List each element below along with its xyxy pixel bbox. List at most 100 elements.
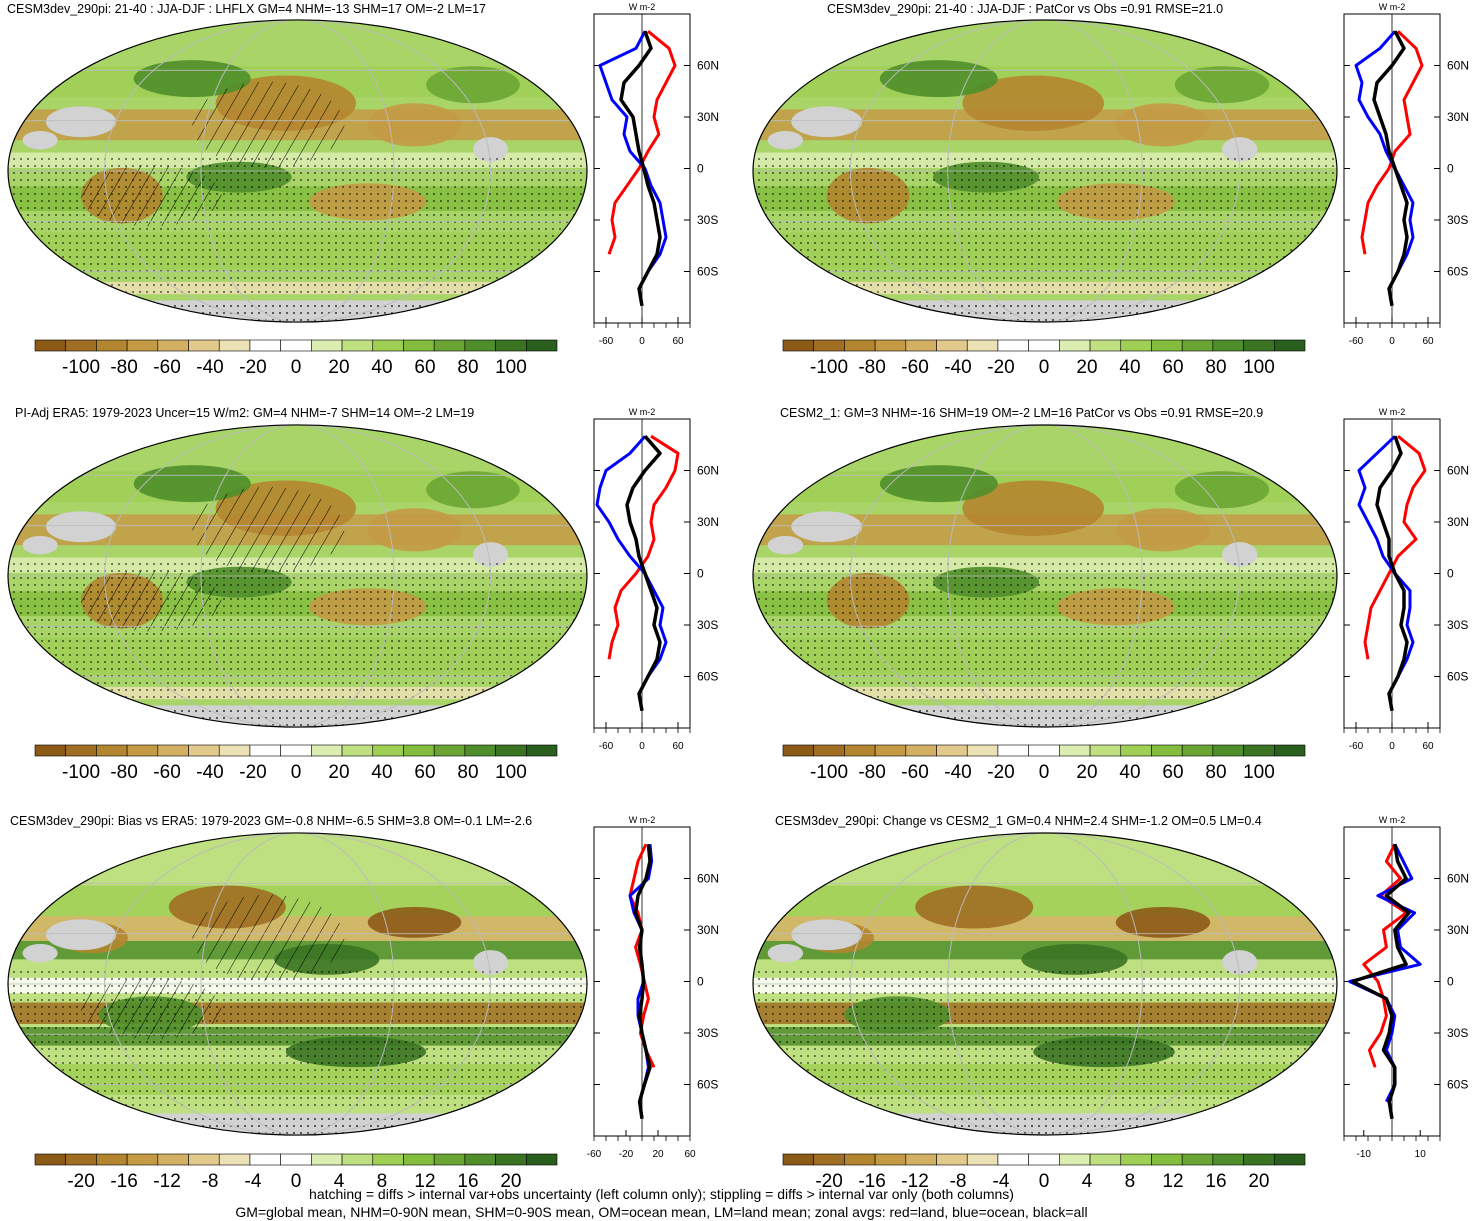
hatching-overlay xyxy=(81,977,222,1040)
map-outline xyxy=(7,19,588,323)
colorbar-box xyxy=(1151,339,1183,352)
colorbar-label: -60 xyxy=(153,762,180,783)
y-tick-label: 60N xyxy=(1447,464,1469,478)
colorbar-box xyxy=(874,339,907,352)
colorbar-box xyxy=(188,1153,220,1166)
map-outline xyxy=(7,424,588,728)
colorbar-box xyxy=(1089,339,1122,352)
map-outline xyxy=(7,832,588,1136)
stippling-overlay xyxy=(7,300,587,323)
colorbar-box xyxy=(844,744,876,757)
map-field-anomaly xyxy=(1115,508,1211,552)
panel-title: CESM3dev_290pi: Bias vs ERA5: 1979-2023 … xyxy=(10,814,533,828)
panel-title: CESM3dev_290pi: Change vs CESM2_1 GM=0.4… xyxy=(775,814,1262,828)
colorbar-label: 0 xyxy=(1039,357,1050,378)
zonal-plot-1: W m-2 60N 30N 0 30S 60S -60 0 60 xyxy=(593,2,719,347)
map-missing-data xyxy=(791,511,863,543)
colorbar-box xyxy=(844,339,876,352)
colorbar-label: 0 xyxy=(291,357,302,378)
colorbar-box xyxy=(1028,744,1060,757)
colorbar-label: -100 xyxy=(810,357,848,378)
colorbar-4: -100 -80 -60 -40 -20 0 20 40 60 80 100 xyxy=(782,744,1306,783)
hatching-overlay xyxy=(192,486,345,573)
y-tick-label: 30N xyxy=(697,923,719,937)
colorbar-box xyxy=(1181,1153,1214,1166)
colorbar-box xyxy=(34,1153,67,1166)
hatching-overlay xyxy=(81,569,222,632)
colorbar-6: -20 -16 -12 -8 -4 0 4 8 12 16 20 xyxy=(782,1153,1306,1192)
footer-note-1: hatching = diffs > internal var+obs unce… xyxy=(309,1186,1014,1202)
colorbar-label: -16 xyxy=(110,1171,137,1192)
colorbar-box xyxy=(997,744,1029,757)
map-panel-6 xyxy=(752,832,1338,1136)
map-missing-data xyxy=(791,106,863,138)
map-field-band xyxy=(753,885,1337,917)
colorbar-label: -4 xyxy=(993,1171,1010,1192)
graticule-line xyxy=(947,833,1143,1135)
y-tick-label: 60N xyxy=(697,59,719,73)
colorbar-box xyxy=(188,744,220,757)
y-tick-label: 30N xyxy=(1447,110,1469,124)
colorbar-box xyxy=(157,339,189,352)
map-missing-data xyxy=(1216,29,1276,48)
colorbar-box xyxy=(997,339,1029,352)
map-outline xyxy=(752,19,1338,323)
colorbar-box xyxy=(1028,339,1060,352)
colorbar-label: 40 xyxy=(371,357,392,378)
colorbar-box xyxy=(65,1153,97,1166)
colorbar-box xyxy=(936,1153,968,1166)
colorbar-box xyxy=(1273,1153,1306,1166)
colorbar-box xyxy=(966,339,999,352)
map-missing-data xyxy=(1222,542,1258,567)
colorbar-box xyxy=(936,744,968,757)
colorbar-box xyxy=(1089,744,1122,757)
colorbar-box xyxy=(218,744,251,757)
colorbar-label: -20 xyxy=(815,1171,842,1192)
zonal-all-line xyxy=(619,30,662,307)
colorbar-label: 100 xyxy=(1243,762,1275,783)
colorbar-label: -40 xyxy=(944,357,971,378)
colorbar-box xyxy=(813,339,845,352)
map-panel-4 xyxy=(752,424,1338,728)
colorbar-label: 40 xyxy=(1119,357,1140,378)
colorbar-box xyxy=(997,1153,1029,1166)
graticule-line xyxy=(947,425,1143,727)
colorbar-box xyxy=(464,744,496,757)
colorbar-label: 20 xyxy=(1076,762,1097,783)
y-tick-label: 0 xyxy=(697,567,704,581)
colorbar-label: -80 xyxy=(110,762,137,783)
colorbar-label: 16 xyxy=(457,1171,478,1192)
colorbar-box xyxy=(1243,1153,1275,1166)
colorbar-label: -20 xyxy=(987,762,1014,783)
map-field-anomaly xyxy=(1174,471,1270,509)
colorbar-label: -60 xyxy=(153,357,180,378)
x-tick-label: -20 xyxy=(619,1149,634,1160)
colorbar-box xyxy=(341,339,374,352)
y-tick-label: 60S xyxy=(1447,1078,1468,1092)
stippling-overlay xyxy=(7,1113,587,1136)
colorbar-box xyxy=(1059,1153,1091,1166)
colorbar-label: 20 xyxy=(1076,357,1097,378)
colorbar-box xyxy=(966,744,999,757)
colorbar-label: -60 xyxy=(901,762,928,783)
colorbar-box xyxy=(1212,1153,1244,1166)
colorbar-label: 80 xyxy=(1205,762,1226,783)
colorbar-box xyxy=(372,1153,404,1166)
zonal-ocean-line xyxy=(1348,843,1422,1103)
stippling-overlay xyxy=(753,560,1337,700)
units-label: W m-2 xyxy=(1379,2,1406,12)
colorbar-label: 4 xyxy=(1082,1171,1093,1192)
x-tick-label: 0 xyxy=(639,741,645,752)
map-missing-data xyxy=(467,434,526,453)
colorbar-label: 40 xyxy=(371,762,392,783)
colorbar-label: 0 xyxy=(291,762,302,783)
colorbar-label: 0 xyxy=(291,1171,302,1192)
colorbar-label: -8 xyxy=(950,1171,967,1192)
colorbar-box xyxy=(464,1153,496,1166)
colorbar-label: 12 xyxy=(1162,1171,1183,1192)
colorbar-label: -40 xyxy=(196,762,223,783)
y-tick-label: 30S xyxy=(1447,1026,1468,1040)
map-field-anomaly xyxy=(426,66,520,104)
colorbar-box xyxy=(218,1153,251,1166)
map-panel-5 xyxy=(7,832,588,1136)
